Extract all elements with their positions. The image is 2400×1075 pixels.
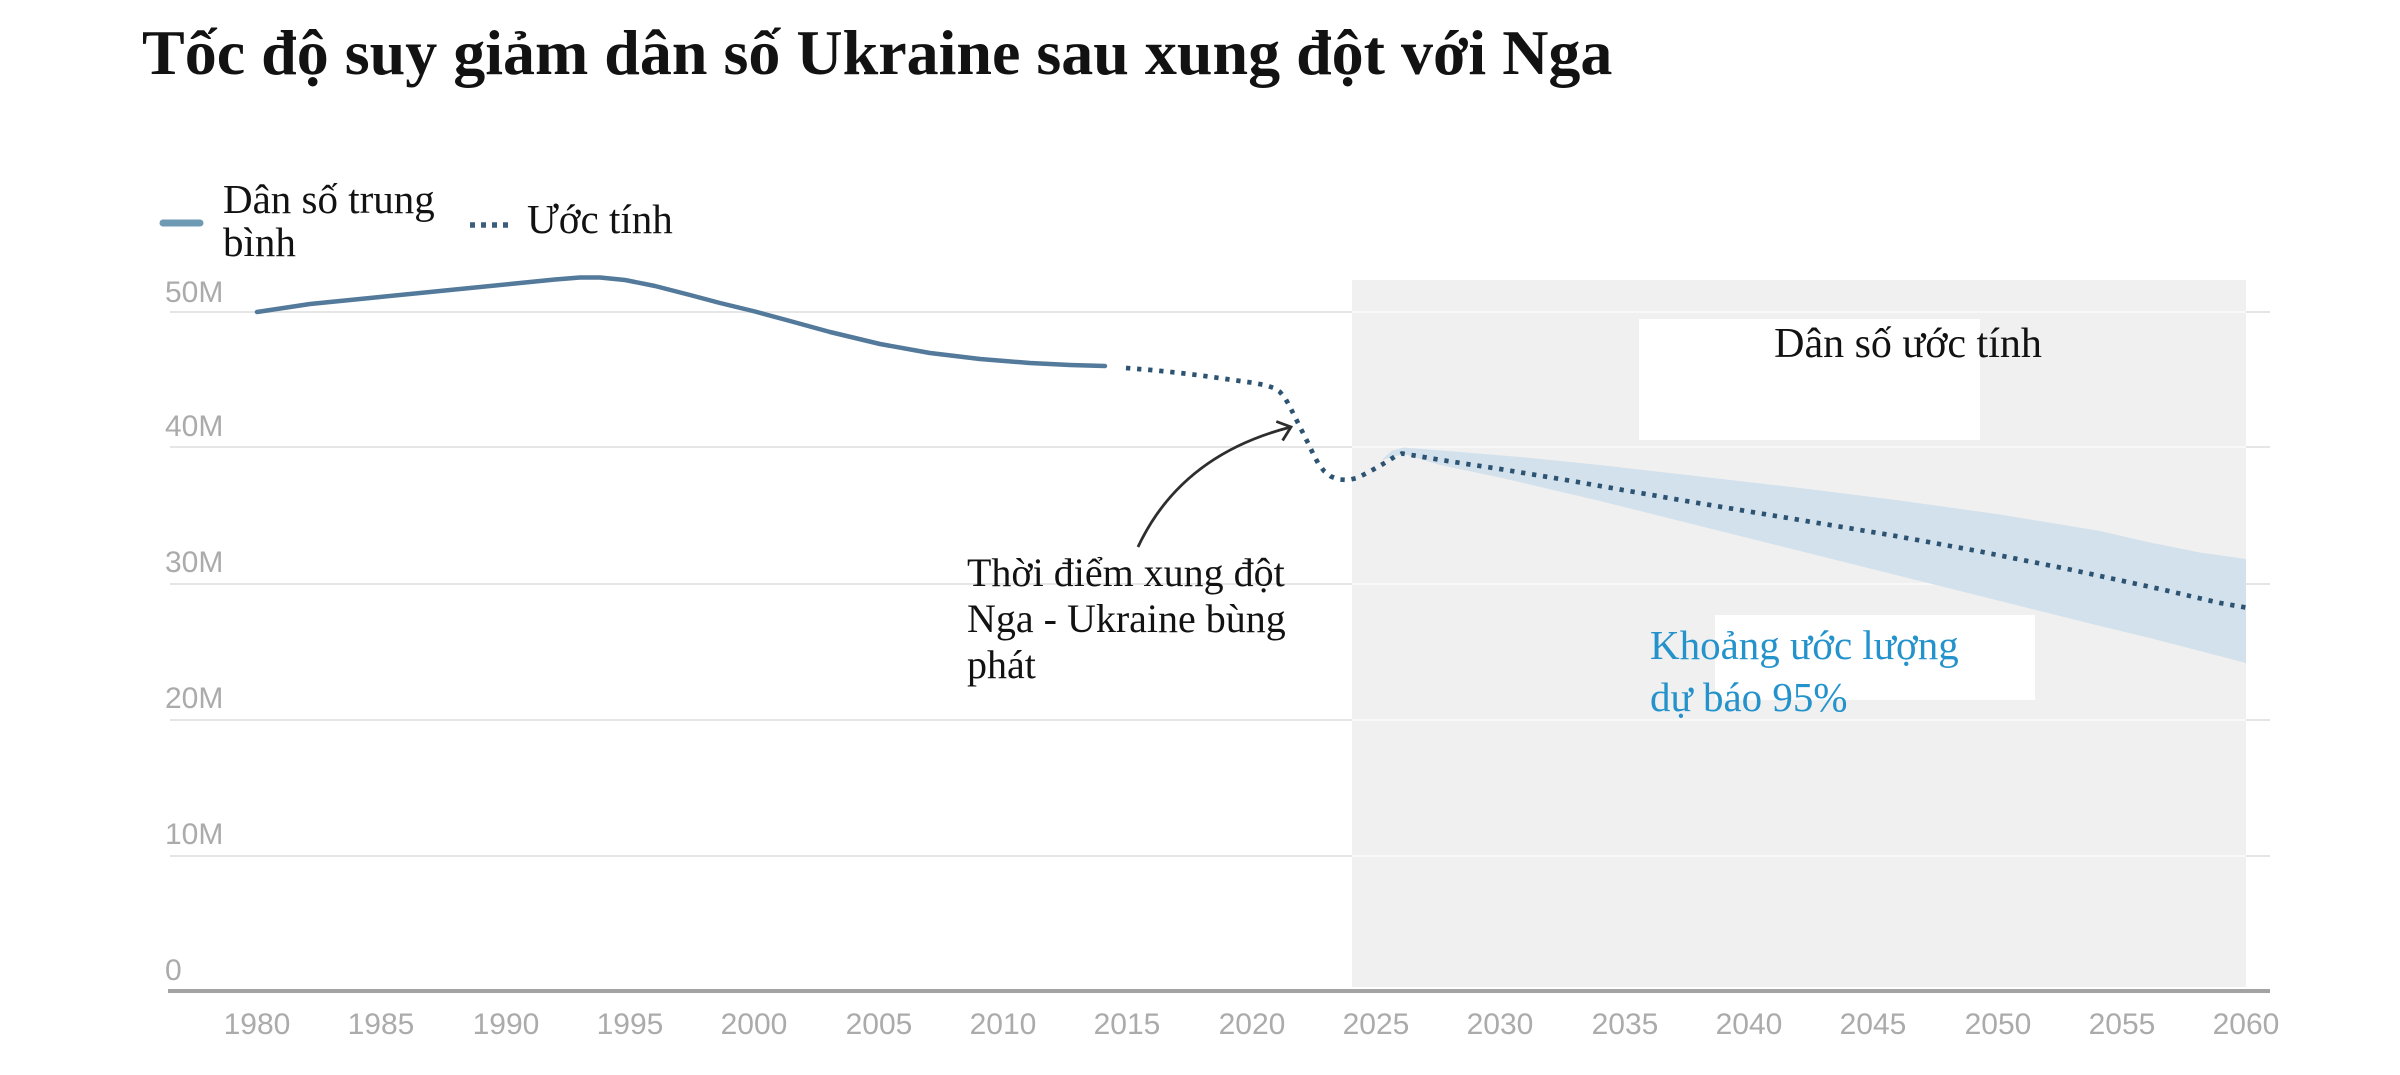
svg-text:2050: 2050 bbox=[1965, 1008, 2032, 1041]
svg-text:2000: 2000 bbox=[721, 1008, 788, 1041]
svg-text:2015: 2015 bbox=[1094, 1008, 1161, 1041]
svg-text:1995: 1995 bbox=[597, 1008, 664, 1041]
svg-text:2005: 2005 bbox=[846, 1008, 913, 1041]
svg-text:Ước tính: Ước tính bbox=[527, 196, 673, 242]
svg-text:2045: 2045 bbox=[1840, 1008, 1907, 1041]
svg-text:1990: 1990 bbox=[473, 1008, 540, 1041]
svg-text:1985: 1985 bbox=[348, 1008, 415, 1041]
svg-text:1980: 1980 bbox=[224, 1008, 291, 1041]
svg-text:50M: 50M bbox=[165, 276, 223, 309]
svg-text:Dân số trung: Dân số trung bbox=[223, 176, 435, 222]
svg-text:2040: 2040 bbox=[1716, 1008, 1783, 1041]
svg-text:2035: 2035 bbox=[1592, 1008, 1659, 1041]
svg-text:2020: 2020 bbox=[1219, 1008, 1286, 1041]
svg-text:dự báo 95%: dự báo 95% bbox=[1650, 674, 1848, 720]
svg-text:Khoảng ước lượng: Khoảng ước lượng bbox=[1650, 622, 1959, 668]
svg-text:2030: 2030 bbox=[1467, 1008, 1534, 1041]
svg-text:2060: 2060 bbox=[2213, 1008, 2280, 1041]
svg-text:40M: 40M bbox=[165, 410, 223, 443]
svg-text:30M: 30M bbox=[165, 546, 223, 579]
svg-text:Thời điểm xung đột: Thời điểm xung đột bbox=[967, 550, 1285, 595]
svg-text:10M: 10M bbox=[165, 818, 223, 851]
svg-text:Dân số ước tính: Dân số ước tính bbox=[1774, 321, 2042, 367]
svg-text:0: 0 bbox=[165, 954, 182, 987]
svg-text:2055: 2055 bbox=[2089, 1008, 2156, 1041]
svg-text:2025: 2025 bbox=[1343, 1008, 1410, 1041]
svg-text:Nga - Ukraine bùng: Nga - Ukraine bùng bbox=[967, 596, 1286, 641]
svg-text:20M: 20M bbox=[165, 682, 223, 715]
svg-text:2010: 2010 bbox=[970, 1008, 1037, 1041]
svg-text:bình: bình bbox=[223, 219, 296, 265]
svg-text:Tốc độ suy giảm dân số Ukraine: Tốc độ suy giảm dân số Ukraine sau xung … bbox=[142, 17, 1612, 88]
svg-text:phát: phát bbox=[967, 642, 1036, 687]
